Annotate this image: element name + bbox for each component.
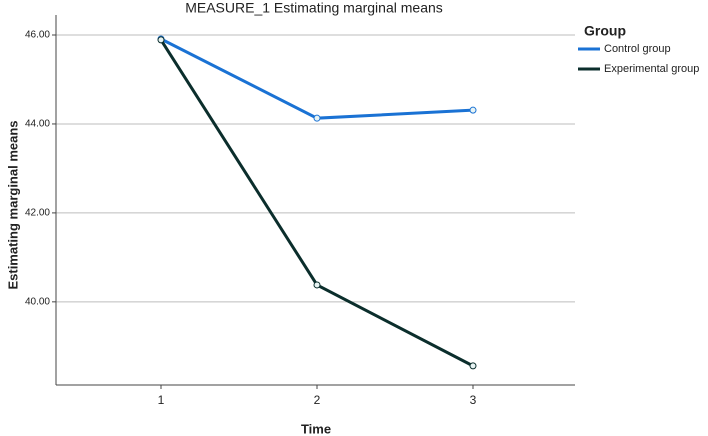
chart-title: MEASURE_1 Estimating marginal means bbox=[185, 0, 443, 16]
x-tick-label: 1 bbox=[158, 393, 165, 407]
legend-title: Group bbox=[584, 23, 626, 39]
x-tick-label: 3 bbox=[470, 393, 477, 407]
y-axis-label: Estimating marginal means bbox=[5, 120, 20, 289]
point-marker bbox=[469, 362, 477, 370]
y-tick-label: 42.00 bbox=[25, 208, 50, 219]
series-line bbox=[160, 37, 474, 120]
x-tick-label: 2 bbox=[314, 393, 321, 407]
point-marker bbox=[469, 106, 477, 114]
point-marker bbox=[157, 36, 165, 44]
legend-label: Control group bbox=[604, 43, 671, 55]
legend-label: Experimental group bbox=[604, 63, 699, 75]
point-marker bbox=[313, 281, 321, 289]
y-tick-label: 44.00 bbox=[25, 119, 50, 130]
point-marker bbox=[313, 114, 321, 122]
series-line bbox=[159, 39, 474, 368]
y-tick-label: 46.00 bbox=[25, 30, 50, 41]
y-tick-label: 40.00 bbox=[25, 296, 50, 307]
x-axis-label: Time bbox=[301, 421, 331, 436]
